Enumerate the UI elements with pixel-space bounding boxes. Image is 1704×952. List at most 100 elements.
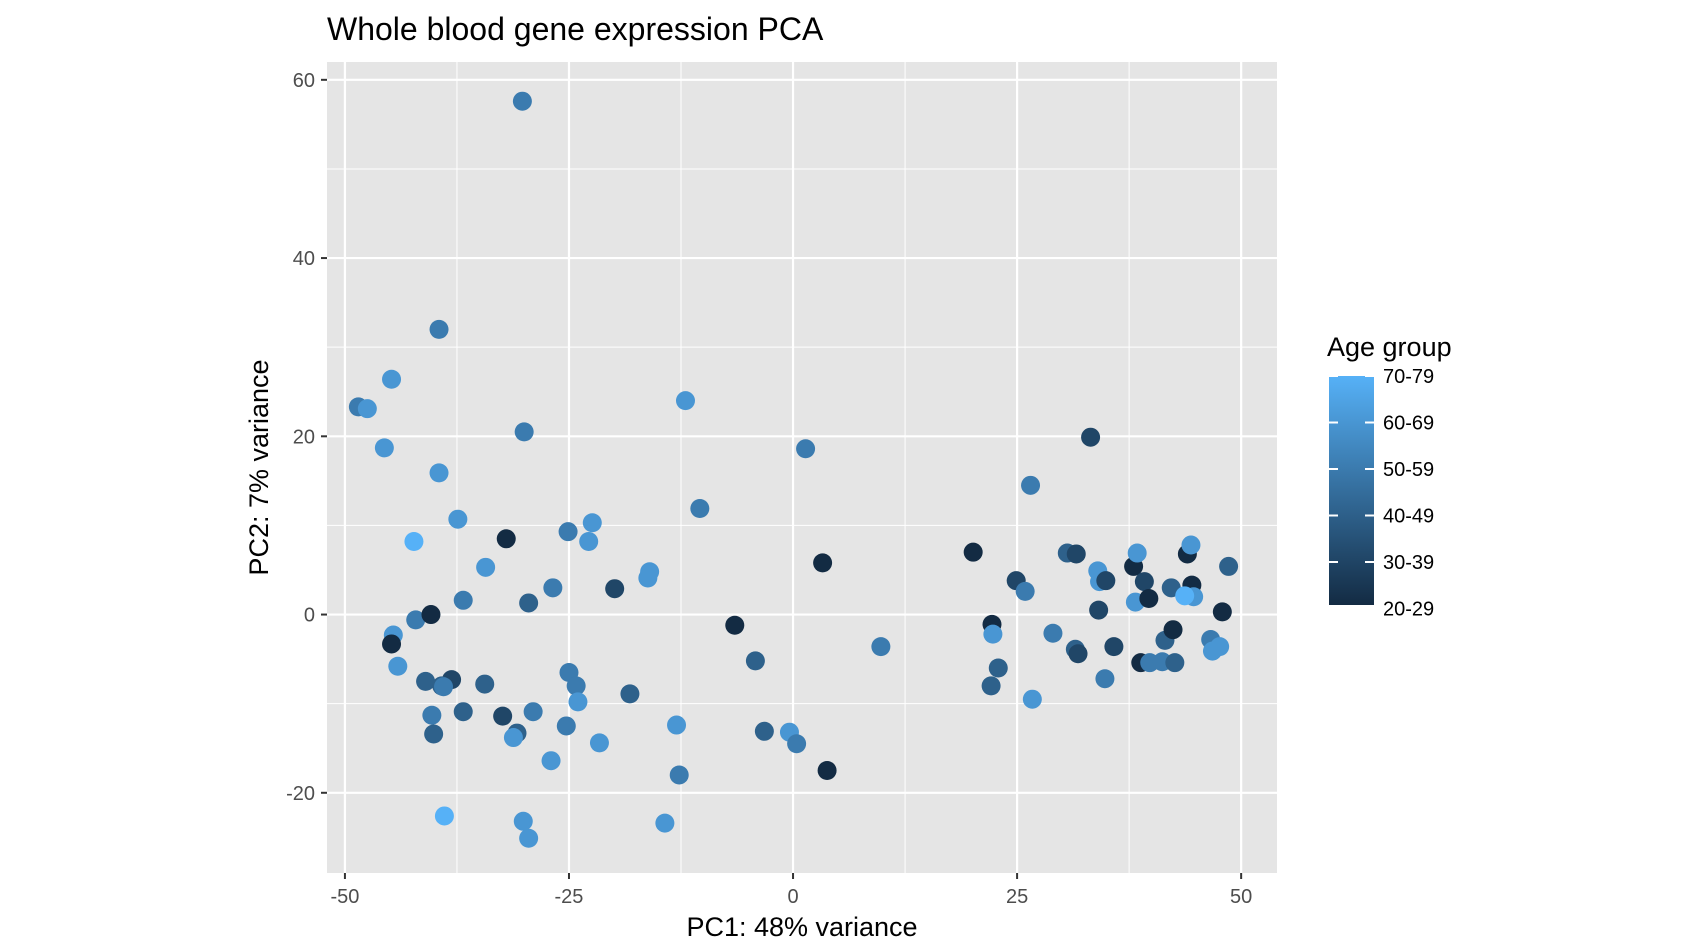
data-point — [754, 721, 774, 741]
data-point — [787, 734, 807, 754]
data-point — [382, 369, 402, 389]
data-point — [690, 498, 710, 518]
data-point — [453, 702, 473, 722]
data-point — [448, 509, 468, 529]
data-point — [1212, 602, 1232, 622]
y-tick-label: 20 — [293, 426, 315, 448]
data-point — [416, 671, 436, 691]
data-point — [1175, 586, 1195, 606]
data-point — [421, 605, 441, 625]
data-point — [429, 319, 449, 339]
data-point — [357, 399, 377, 419]
data-point — [476, 557, 496, 577]
x-tick-label: 0 — [787, 886, 798, 908]
legend-label: 60-69 — [1383, 413, 1434, 435]
data-point — [871, 637, 891, 657]
data-point — [675, 391, 695, 411]
data-point — [424, 724, 444, 744]
x-tick-label: 25 — [1006, 886, 1028, 908]
data-point — [543, 578, 563, 598]
chart-title: Whole blood gene expression PCA — [327, 11, 824, 47]
legend-label: 50-59 — [1383, 459, 1434, 481]
x-tick-label: -25 — [555, 886, 584, 908]
x-tick-label: -50 — [330, 886, 359, 908]
data-point — [655, 813, 675, 833]
data-point — [519, 828, 539, 848]
data-point — [582, 513, 602, 533]
data-point — [503, 728, 523, 748]
data-point — [566, 676, 586, 696]
data-point — [638, 568, 658, 588]
data-point — [1165, 653, 1185, 673]
data-point — [579, 531, 599, 551]
data-point — [541, 751, 561, 771]
data-point — [523, 702, 543, 722]
data-point — [493, 706, 513, 726]
data-point — [988, 658, 1008, 678]
data-point — [374, 438, 394, 458]
data-point — [434, 806, 454, 826]
data-point — [605, 579, 625, 599]
data-point — [568, 692, 588, 712]
data-point — [981, 676, 1001, 696]
data-point — [813, 553, 833, 573]
legend-labels: 70-79 60-69 50-59 40-49 30-39 20-29 — [1329, 366, 1434, 621]
data-point — [556, 716, 576, 736]
data-point — [519, 593, 539, 613]
y-axis-title: PC2: 7% variance — [244, 359, 274, 575]
data-point — [1139, 589, 1159, 609]
data-point — [796, 439, 816, 459]
data-point — [382, 634, 402, 654]
data-point — [1219, 556, 1239, 576]
data-point — [513, 811, 533, 831]
data-point — [667, 715, 687, 735]
y-tick-label: 0 — [304, 605, 315, 627]
data-point — [669, 765, 689, 785]
data-point — [1068, 644, 1088, 664]
legend: Age group 70-79 60-69 50-59 40-49 30-39 20-29 — [1327, 332, 1452, 621]
data-point — [1096, 571, 1116, 591]
data-points — [348, 91, 1239, 848]
data-point — [1089, 600, 1109, 620]
data-point — [1015, 581, 1035, 601]
x-axis: -50 -25 0 25 50 — [330, 873, 1252, 908]
data-point — [406, 610, 426, 630]
y-tick-label: -20 — [286, 783, 315, 805]
data-point — [475, 674, 495, 694]
data-point — [404, 531, 424, 551]
data-point — [388, 656, 408, 676]
data-point — [512, 91, 532, 111]
legend-title: Age group — [1327, 332, 1452, 362]
data-point — [1066, 544, 1086, 564]
data-point — [434, 677, 454, 697]
legend-label: 70-79 — [1383, 366, 1434, 388]
y-tick-label: 60 — [293, 70, 315, 92]
x-axis-title: PC1: 48% variance — [686, 912, 917, 942]
data-point — [1163, 620, 1183, 640]
legend-colorbar — [1329, 376, 1374, 605]
x-tick-label: 50 — [1230, 886, 1252, 908]
data-point — [1095, 669, 1115, 689]
y-tick-label: 40 — [293, 248, 315, 270]
data-point — [1081, 427, 1101, 447]
data-point — [745, 651, 765, 671]
data-point — [429, 463, 449, 483]
minor-gridlines — [327, 62, 1277, 873]
data-point — [725, 615, 745, 635]
legend-label: 20-29 — [1383, 599, 1434, 621]
data-point — [1022, 689, 1042, 709]
data-point — [1104, 637, 1124, 657]
legend-label: 30-39 — [1383, 552, 1434, 574]
data-point — [817, 761, 837, 781]
y-axis: -20 0 20 40 60 — [286, 70, 327, 805]
data-point — [1181, 535, 1201, 555]
data-point — [496, 529, 516, 549]
data-point — [1043, 623, 1063, 643]
data-point — [1134, 572, 1154, 592]
legend-label: 40-49 — [1383, 506, 1434, 528]
data-point — [453, 590, 473, 610]
data-point — [1210, 637, 1230, 657]
data-point — [514, 422, 534, 442]
data-point — [620, 684, 640, 704]
